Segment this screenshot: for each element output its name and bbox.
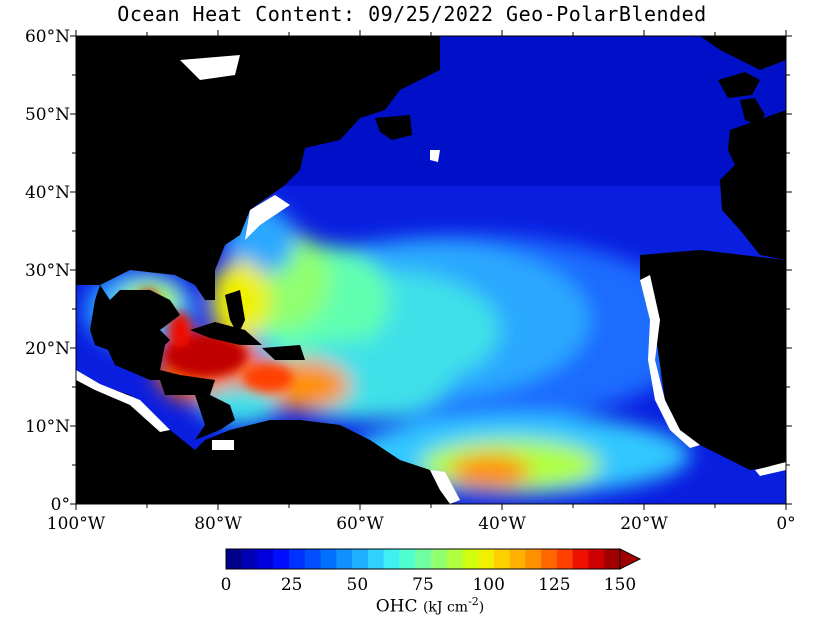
colorbar-bin [241, 549, 259, 569]
map-field [76, 36, 786, 504]
lat-tick-label: 30°N [25, 261, 70, 281]
colorbar-bin [446, 549, 463, 569]
lon-tick-label: 100°W [47, 514, 106, 534]
colorbar-bin [588, 549, 605, 569]
colorbar-bin [367, 549, 385, 569]
colorbar-bin [430, 549, 448, 569]
colorbar-bin [399, 549, 416, 569]
lon-tick-label: 20°W [620, 514, 668, 534]
south-america [76, 370, 455, 504]
colorbar-bin [352, 549, 369, 569]
colorbar-label: OHC [375, 596, 418, 617]
lat-tick-label: 20°N [25, 339, 70, 359]
colorbar-bin [320, 549, 337, 569]
missing-data [76, 55, 786, 504]
colorbar-bin [304, 549, 322, 569]
newfoundland [375, 115, 412, 140]
colorbar-frame [225, 548, 621, 570]
lat-tick-label: 60°N [25, 27, 70, 47]
heat-field [85, 205, 700, 495]
colorbar-bin [509, 549, 526, 569]
africa [640, 250, 786, 470]
colorbar-bin [226, 549, 243, 569]
lat-tick-label: 10°N [25, 417, 70, 437]
colorbar-bin [336, 549, 353, 569]
colorbar-tick-label: 50 [347, 575, 369, 595]
colorbar-bin [493, 549, 511, 569]
colorbar-extend-arrow [619, 548, 642, 570]
colorbar-units-text: (kJ cm [422, 599, 469, 616]
colorbar-tick-label: 25 [281, 575, 303, 595]
chart-title: Ocean Heat Content: 09/25/2022 Geo-Polar… [117, 2, 707, 26]
colorbar-bin [462, 549, 479, 569]
colorbar-units-exponent: -2 [468, 595, 479, 608]
cuba [190, 322, 262, 345]
colorbar-bin [273, 549, 290, 569]
colorbar-bin [415, 549, 432, 569]
iceland [718, 72, 760, 98]
greenland-hint [700, 36, 786, 70]
colorbar-bin [572, 549, 589, 569]
europe [720, 110, 786, 260]
colorbar-units-close: ) [478, 599, 485, 616]
colorbar-tick-label: 75 [412, 575, 434, 595]
florida [225, 290, 245, 335]
colorbar-bin [525, 549, 542, 569]
lat-tick-label: 50°N [25, 105, 70, 125]
lat-tick-label: 0° [51, 495, 70, 515]
lat-tick-label: 40°N [25, 183, 70, 203]
warm-pool [138, 290, 293, 392]
colorbar-bin [604, 549, 621, 569]
land [76, 36, 786, 504]
colorbar-bin [556, 549, 574, 569]
colorbar-bin [541, 549, 558, 569]
axes: 0° 10°N 20°N 30°N 40°N 50°N 60°N 100°W 80°W 60°W 4… [25, 27, 796, 534]
colorbar-bin [289, 549, 306, 569]
colorbar-tick-label: 100 [472, 575, 504, 595]
colorbar: 0 25 50 75 100 125 150 [221, 548, 642, 595]
hispaniola [262, 345, 305, 360]
british-isles [740, 98, 765, 125]
colorbar-bin [257, 549, 274, 569]
colorbar-tick-label: 150 [604, 575, 636, 595]
north-america [76, 36, 440, 440]
lon-tick-label: 0° [776, 514, 795, 534]
lon-tick-label: 60°W [336, 514, 384, 534]
colorbar-units: OHC (kJ cm-2) [300, 595, 560, 617]
lon-tick-label: 40°W [478, 514, 526, 534]
colorbar-tick-label: 125 [538, 575, 570, 595]
lon-tick-label: 80°W [194, 514, 242, 534]
colorbar-tick-label: 0 [221, 575, 232, 595]
colorbar-bin [478, 549, 495, 569]
colorbar-bin [383, 549, 400, 569]
